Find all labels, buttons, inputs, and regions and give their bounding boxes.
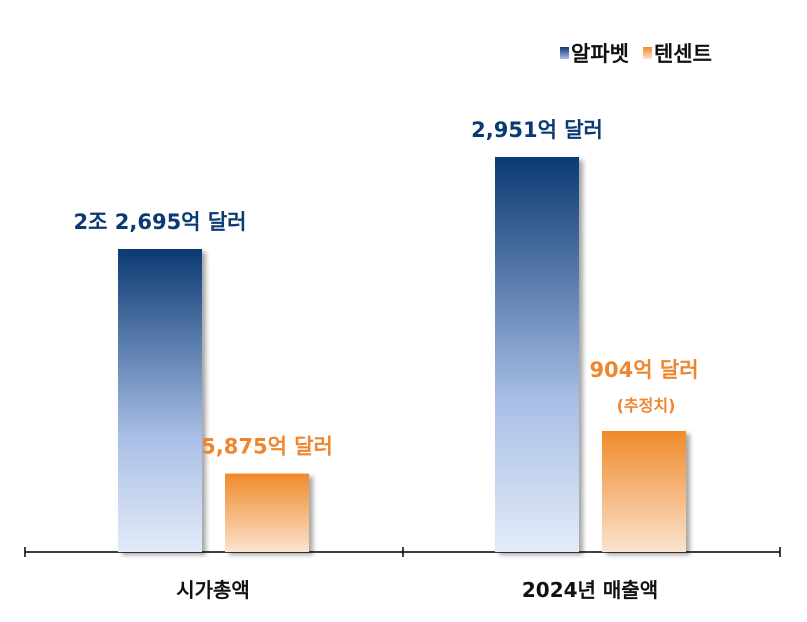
- bar-alphabet-1: [495, 157, 579, 552]
- data-label-tencent-0: 5,875억 달러: [201, 435, 333, 459]
- data-sublabel-tencent-1: (추정치): [617, 396, 676, 415]
- bar-tencent-0: [225, 473, 309, 552]
- data-label-alphabet-0: 2조 2,695억 달러: [74, 210, 247, 234]
- legend-swatch-tencent: [642, 47, 652, 59]
- category-label-0: 시가총액: [176, 578, 250, 602]
- legend-label-tencent: 텐센트: [653, 42, 712, 66]
- data-label-alphabet-1: 2,951억 달러: [471, 118, 603, 142]
- data-label-tencent-1: 904억 달러: [589, 358, 698, 382]
- legend-swatch-alphabet: [560, 47, 569, 59]
- legend: 알파벳 텐센트: [560, 38, 720, 68]
- bar-alphabet-0: [118, 249, 202, 552]
- legend-label-alphabet: 알파벳: [571, 42, 629, 66]
- bar-tencent-1: [602, 430, 686, 552]
- legend-item-tencent: 텐센트: [642, 38, 712, 68]
- legend-item-alphabet: 알파벳: [560, 38, 629, 68]
- category-label-1: 2024년 매출액: [522, 578, 658, 602]
